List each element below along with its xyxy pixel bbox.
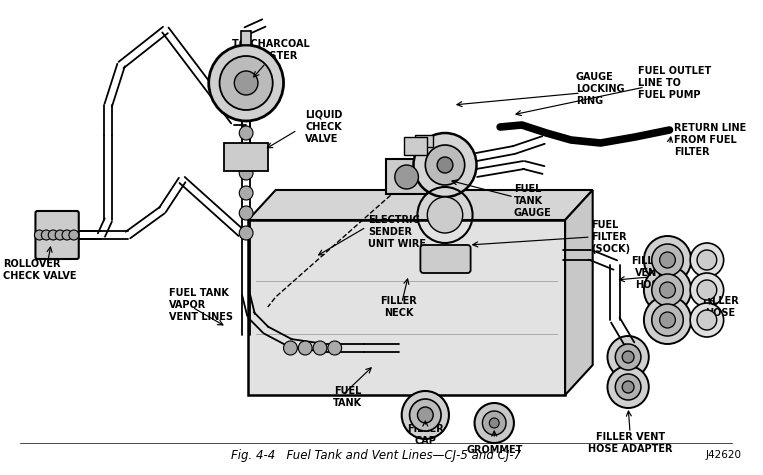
Text: FILLER
HOSE: FILLER HOSE — [702, 296, 739, 318]
Circle shape — [437, 157, 453, 173]
Text: Fig. 4-4   Fuel Tank and Vent Lines—CJ-5 and CJ-7: Fig. 4-4 Fuel Tank and Vent Lines—CJ-5 a… — [230, 448, 520, 462]
Bar — [416, 135, 433, 147]
Text: FUEL TANK
VAPOR
VENT LINES: FUEL TANK VAPOR VENT LINES — [169, 287, 233, 323]
Circle shape — [489, 418, 499, 428]
Text: GAUGE
LOCKING
RING: GAUGE LOCKING RING — [576, 72, 624, 106]
Circle shape — [240, 146, 253, 160]
Circle shape — [34, 230, 44, 240]
Circle shape — [417, 407, 433, 423]
Circle shape — [240, 186, 253, 200]
Text: FILLER
NECK: FILLER NECK — [381, 296, 417, 318]
Circle shape — [328, 341, 342, 355]
Circle shape — [660, 312, 675, 328]
Circle shape — [220, 56, 272, 110]
Bar — [386, 159, 427, 194]
Circle shape — [660, 282, 675, 298]
Polygon shape — [565, 190, 593, 395]
Bar — [248, 220, 565, 395]
Text: GROMMET: GROMMET — [466, 445, 523, 455]
Circle shape — [410, 399, 441, 431]
Circle shape — [697, 250, 716, 270]
Circle shape — [652, 244, 684, 276]
Circle shape — [394, 165, 418, 189]
Circle shape — [652, 274, 684, 306]
Circle shape — [691, 243, 723, 277]
Circle shape — [284, 341, 298, 355]
Circle shape — [615, 374, 641, 400]
Bar — [404, 137, 427, 155]
Bar — [224, 143, 268, 171]
Circle shape — [240, 206, 253, 220]
Circle shape — [691, 273, 723, 307]
Text: FILLER
CAP: FILLER CAP — [407, 424, 444, 446]
Text: TO CHARCOAL
CANISTER: TO CHARCOAL CANISTER — [232, 39, 310, 61]
Circle shape — [69, 230, 79, 240]
Text: RETURN LINE
FROM FUEL
FILTER: RETURN LINE FROM FUEL FILTER — [674, 123, 747, 157]
Circle shape — [240, 126, 253, 140]
Text: FUEL
FILTER
(SOCK): FUEL FILTER (SOCK) — [591, 219, 629, 255]
Circle shape — [209, 45, 284, 121]
Circle shape — [313, 341, 327, 355]
Text: ELECTRIC
SENDER
UNIT WIRE: ELECTRIC SENDER UNIT WIRE — [369, 215, 427, 249]
Circle shape — [691, 303, 723, 337]
FancyBboxPatch shape — [35, 211, 79, 259]
Circle shape — [644, 266, 691, 314]
Circle shape — [652, 304, 684, 336]
Text: J42620: J42620 — [705, 450, 742, 460]
Circle shape — [62, 230, 72, 240]
Text: FILLER
VENT
HOSE: FILLER VENT HOSE — [632, 256, 668, 290]
Circle shape — [697, 310, 716, 330]
Circle shape — [622, 381, 634, 393]
Polygon shape — [248, 190, 593, 220]
Circle shape — [48, 230, 58, 240]
Text: ROLLOVER
CHECK VALVE: ROLLOVER CHECK VALVE — [3, 259, 76, 281]
Circle shape — [644, 236, 691, 284]
Circle shape — [414, 133, 477, 197]
Circle shape — [55, 230, 65, 240]
Circle shape — [234, 71, 258, 95]
Circle shape — [607, 366, 649, 408]
Text: FILLER VENT
HOSE ADAPTER: FILLER VENT HOSE ADAPTER — [588, 432, 672, 454]
Text: FUEL
TANK: FUEL TANK — [333, 386, 362, 408]
Circle shape — [240, 226, 253, 240]
FancyBboxPatch shape — [420, 245, 471, 273]
Circle shape — [425, 145, 465, 185]
Circle shape — [644, 296, 691, 344]
Circle shape — [622, 351, 634, 363]
Text: FUEL OUTLET
LINE TO
FUEL PUMP: FUEL OUTLET LINE TO FUEL PUMP — [638, 66, 711, 100]
Text: LIQUID
CHECK
VALVE: LIQUID CHECK VALVE — [305, 110, 343, 144]
Circle shape — [607, 336, 649, 378]
Circle shape — [298, 341, 312, 355]
Circle shape — [240, 166, 253, 180]
Circle shape — [401, 391, 449, 439]
Circle shape — [427, 197, 462, 233]
Circle shape — [482, 411, 506, 435]
Circle shape — [697, 280, 716, 300]
Circle shape — [41, 230, 51, 240]
Bar — [241, 31, 251, 45]
Text: FUEL
TANK
GAUGE: FUEL TANK GAUGE — [514, 184, 552, 219]
Circle shape — [475, 403, 514, 443]
Circle shape — [660, 252, 675, 268]
Circle shape — [615, 344, 641, 370]
